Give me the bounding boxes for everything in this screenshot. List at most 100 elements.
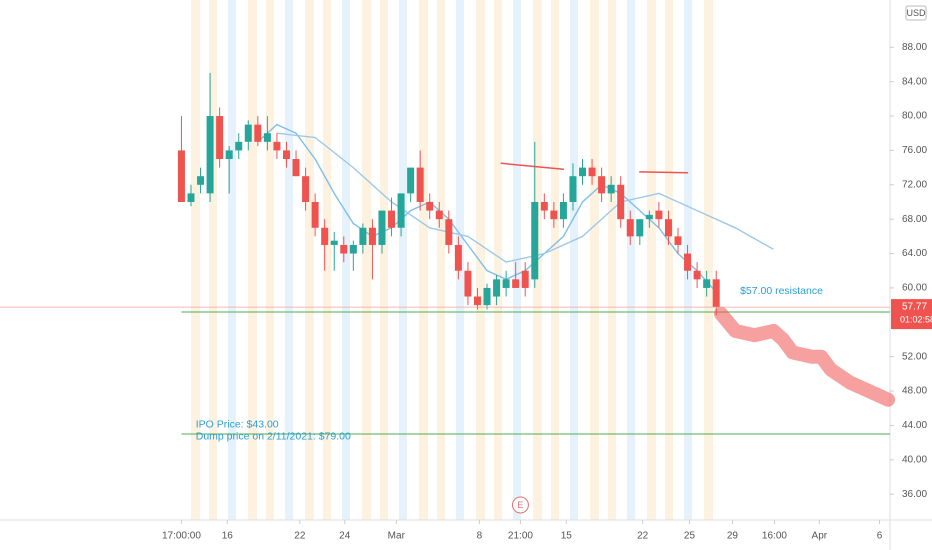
candle-body: [559, 201, 567, 220]
candle-body: [703, 279, 711, 288]
candle-body: [273, 141, 281, 151]
candle-body: [502, 279, 510, 288]
candle-body: [550, 210, 558, 220]
y-tick-label: 40.00: [902, 454, 927, 465]
candle-body: [311, 201, 319, 228]
y-tick-label: 44.00: [902, 420, 927, 431]
session-stripes: [185, 0, 720, 520]
candle-body: [684, 253, 692, 271]
candle-body: [636, 219, 644, 237]
price-tag-value: 57.77: [902, 302, 927, 313]
candle-body: [416, 167, 424, 202]
x-tick-label: Mar: [388, 531, 406, 542]
candle-body: [617, 184, 625, 220]
y-tick-label: 68.00: [902, 214, 927, 225]
candle-body: [531, 201, 539, 280]
x-tick-label: 25: [684, 531, 696, 542]
moving-average: [257, 123, 717, 293]
x-tick-label: 16:00: [762, 531, 787, 542]
y-tick-label: 64.00: [902, 248, 927, 259]
candle-body: [368, 227, 376, 245]
candle-body: [664, 219, 672, 237]
candle-body: [302, 176, 310, 202]
candle-body: [626, 219, 634, 237]
x-tick-label: 16: [222, 531, 234, 542]
candle-body: [407, 167, 415, 194]
candle-body: [206, 116, 214, 194]
candle-body: [693, 270, 701, 280]
y-tick-label: 48.00: [902, 386, 927, 397]
candle-body: [321, 227, 329, 245]
x-tick-label: 24: [339, 531, 351, 542]
candle-body: [445, 219, 453, 245]
candle-body: [569, 176, 577, 202]
candle-body: [187, 193, 195, 202]
y-tick-label: 72.00: [902, 179, 927, 190]
candle-body: [473, 296, 481, 306]
candle-body: [588, 167, 596, 177]
candle-body: [607, 184, 615, 194]
candle-body: [359, 227, 367, 245]
candle-body: [292, 159, 300, 177]
candle-body: [512, 279, 520, 288]
candle-body: [330, 240, 338, 245]
y-tick-label: 80.00: [902, 111, 927, 122]
x-tick-label: 22: [637, 531, 649, 542]
y-tick-label: 84.00: [902, 76, 927, 87]
x-tick-label: 17:00:00: [162, 531, 201, 542]
candle-body: [197, 176, 205, 185]
y-tick-label: 88.00: [902, 42, 927, 53]
x-tick-label: 15: [561, 531, 573, 542]
candle-body: [483, 287, 491, 306]
drawing: [639, 171, 689, 174]
candle-body: [645, 214, 653, 220]
candle-body: [349, 244, 357, 254]
candle-body: [244, 124, 252, 142]
candle-body: [712, 279, 720, 308]
price-tag-countdown: 01:02:58: [900, 314, 932, 324]
candle-body: [397, 193, 405, 228]
candle-body: [493, 279, 501, 297]
x-tick-label: 21:00: [508, 531, 533, 542]
y-tick-label: 76.00: [902, 145, 927, 156]
candle-body: [263, 133, 271, 142]
drawing: [714, 306, 896, 407]
candle-body: [598, 176, 606, 194]
price-tag: [891, 299, 932, 330]
candle-body: [340, 244, 348, 254]
candle-body: [225, 150, 233, 160]
currency-box: [905, 5, 927, 21]
candle-body: [378, 210, 386, 245]
candle-body: [674, 236, 682, 245]
event-marker: E: [517, 500, 523, 510]
currency: USD: [906, 8, 926, 18]
candle-body: [521, 270, 529, 288]
x-tick-label: Apr: [812, 531, 828, 542]
annotation: $57.00 resistance: [740, 285, 823, 297]
x-tick-label: 8: [477, 531, 483, 542]
y-tick-label: 52.00: [902, 351, 927, 362]
candle-body: [540, 201, 548, 211]
candle-body: [177, 150, 185, 202]
candle-body: [579, 167, 587, 177]
annotation: Dump price on 2/11/2021: $79.00: [196, 430, 351, 442]
y-tick-label: 60.00: [902, 283, 927, 294]
moving-average: [276, 132, 774, 263]
candle-body: [388, 210, 396, 228]
candle-body: [254, 124, 262, 142]
candle-body: [464, 270, 472, 297]
candle-body: [235, 141, 243, 151]
candle-body: [655, 210, 663, 220]
candle-body: [216, 116, 224, 160]
candle-body: [435, 210, 443, 220]
drawing: [500, 162, 565, 171]
event-marker-circle: [511, 496, 529, 514]
y-tick-label: 36.00: [902, 489, 927, 500]
x-tick-label: 29: [727, 531, 739, 542]
x-tick-label: 22: [294, 531, 306, 542]
x-tick-label: 6: [877, 531, 883, 542]
candle-body: [454, 244, 462, 271]
candle-body: [282, 150, 290, 160]
